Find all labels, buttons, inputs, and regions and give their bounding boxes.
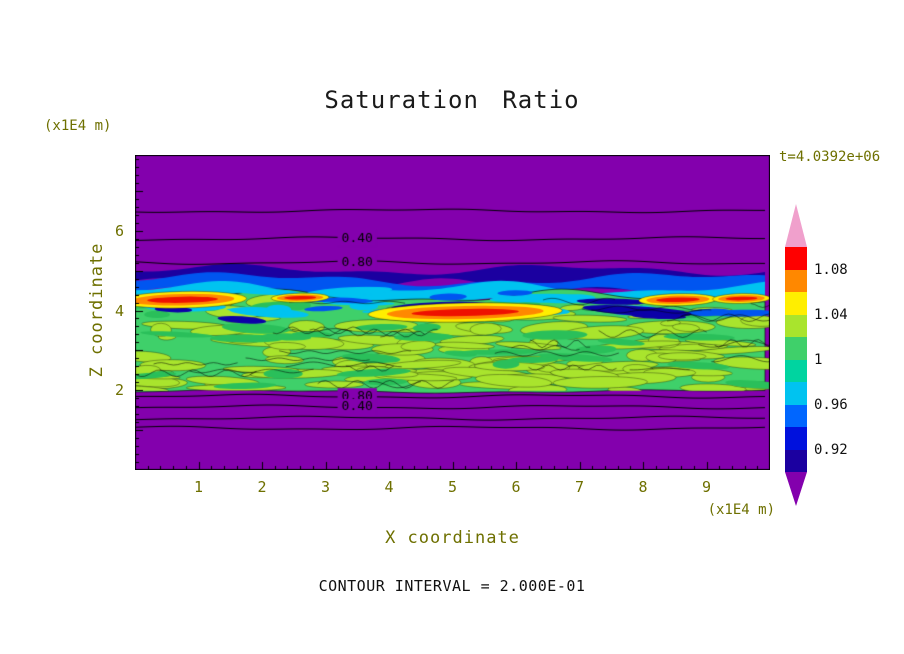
x-tick-label: 7: [574, 478, 585, 496]
colorbar-segment: [785, 269, 807, 292]
colorbar-under-arrow: [785, 472, 807, 506]
chart-title: Saturation Ratio: [324, 86, 580, 114]
colorbar-over-arrow: [785, 204, 807, 247]
colorbar-segment: [785, 292, 807, 315]
z-axis-unit: (x1E4 m): [44, 118, 112, 134]
colorbar-label: 0.96: [814, 396, 848, 413]
x-tick-label: 6: [511, 478, 521, 496]
x-tick-label: 4: [384, 478, 394, 496]
x-tick-label: 5: [447, 478, 458, 496]
x-axis-label: X coordinate: [385, 528, 520, 548]
colorbar-label: 1: [814, 351, 823, 368]
x-tick-label: 1: [193, 478, 204, 496]
colorbar: [785, 204, 807, 506]
colorbar-label: 0.92: [814, 441, 848, 458]
plot-area: [135, 155, 770, 470]
colorbar-segment: [785, 382, 807, 405]
colorbar-label: 1.08: [814, 261, 848, 278]
x-tick-label: 2: [257, 478, 267, 496]
z-tick-label: 6: [114, 221, 124, 240]
z-tick-label: 4: [114, 301, 124, 320]
colorbar-segment: [785, 404, 807, 427]
colorbar-segment: [785, 314, 807, 337]
colorbar-segment: [785, 449, 807, 472]
x-axis-unit: (x1E4 m): [707, 502, 775, 518]
z-tick-label: 2: [114, 381, 124, 400]
x-tick-label: 3: [320, 478, 331, 496]
timestamp: t=4.0392e+06: [779, 149, 881, 165]
contour-canvas: [135, 155, 770, 470]
x-tick-label: 8: [638, 478, 648, 496]
colorbar-segment: [785, 337, 807, 360]
contour-interval-note: CONTOUR INTERVAL = 2.000E-01: [318, 577, 586, 595]
colorbar-segments: [785, 247, 807, 472]
x-tick-label: 9: [701, 478, 712, 496]
colorbar-segment: [785, 427, 807, 450]
colorbar-segment: [785, 247, 807, 270]
colorbar-segment: [785, 359, 807, 382]
colorbar-label: 1.04: [814, 306, 848, 323]
